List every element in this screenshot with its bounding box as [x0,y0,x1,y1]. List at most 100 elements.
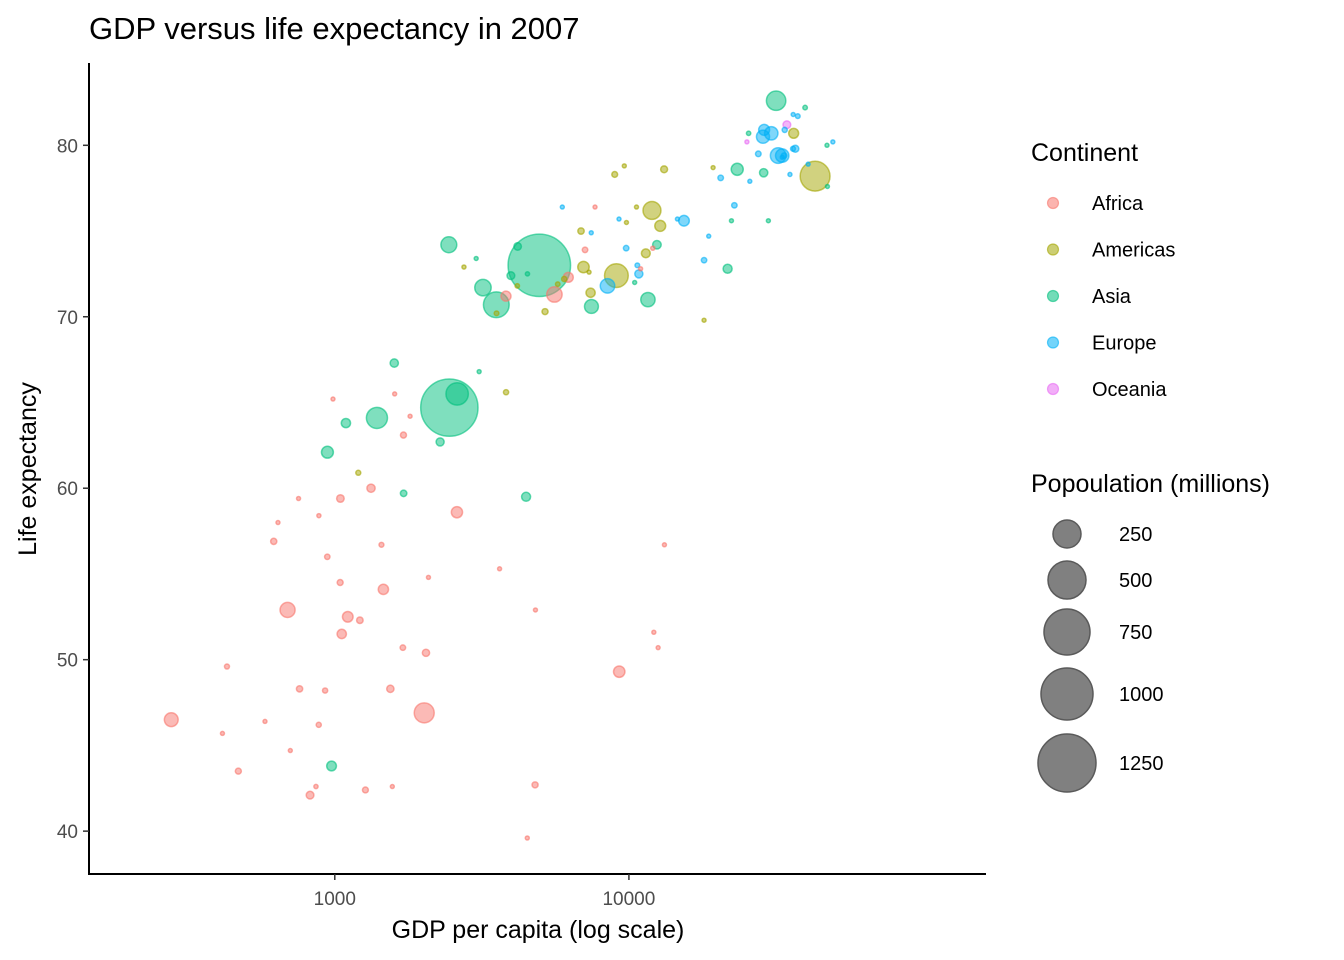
data-point-europe [622,244,630,252]
data-point-europe [705,233,712,239]
data-point-europe [717,174,725,182]
data-point-africa [545,286,563,303]
data-point-asia [513,241,523,251]
chart-title: GDP versus life expectancy in 2007 [89,11,580,46]
size-label-1000: 1000 [1119,684,1164,706]
data-point-europe [616,216,622,222]
data-point-africa [223,663,231,670]
x-ticks: 1000 10000 [314,874,655,910]
data-point-americas [621,163,628,169]
legend-key-asia [1046,289,1060,303]
legend-label-oceania: Oceania [1092,379,1167,401]
data-point-asia [435,437,445,447]
data-point-africa [279,601,296,619]
data-point-africa [399,644,407,652]
data-point-asia [389,358,400,368]
x-axis-title: GDP per capita (log scale) [392,916,685,944]
points-layer [163,90,836,841]
data-point-europe [805,161,811,167]
data-point-europe [779,154,785,161]
data-point-americas [710,164,716,171]
data-point-africa [315,721,323,729]
data-point-africa [275,519,281,526]
y-ticks: 40 50 60 70 80 [57,136,89,843]
data-point-africa [336,628,348,640]
data-point-americas [585,287,596,299]
data-point-europe [754,150,762,158]
size-key-500 [1047,560,1087,600]
data-point-oceania [744,139,750,145]
data-point-africa [316,512,322,519]
legend-label-asia: Asia [1092,286,1132,308]
data-point-africa [295,684,304,693]
data-point-europe [781,126,789,134]
data-point-asia [473,255,479,262]
data-point-africa [262,718,268,725]
legend-key-americas [1046,243,1060,256]
data-point-americas [577,227,585,235]
data-point-asia [640,291,656,308]
data-point-asia [758,167,769,178]
data-point-africa [649,245,656,252]
data-point-africa [399,431,408,439]
size-label-500: 500 [1119,570,1152,592]
data-point-africa [377,583,390,596]
data-point-americas [586,269,592,275]
size-key-1250 [1037,733,1097,793]
data-point-asia [765,90,787,112]
data-point-asia [824,142,830,149]
y-tick-label: 40 [57,822,78,843]
data-point-asia [730,162,744,177]
data-point-asia [765,217,772,224]
size-key-1000 [1040,667,1094,721]
data-point-africa [651,629,657,635]
data-point-africa [163,712,179,728]
data-point-europe [794,113,801,120]
data-point-americas [577,260,590,274]
data-point-africa [413,702,435,724]
data-point-africa [389,783,396,790]
legend-label-europe: Europe [1092,333,1157,355]
data-point-africa [234,767,243,775]
data-point-africa [421,648,431,658]
data-point-asia [476,368,482,375]
data-point-asia [365,406,389,430]
data-point-africa [496,566,503,572]
data-point-africa [355,616,364,625]
data-point-africa [581,246,589,254]
x-tick-label: 10000 [602,889,655,910]
x-tick-label: 1000 [314,889,356,910]
size-key-750 [1043,608,1091,656]
data-point-africa [219,730,226,737]
data-point-asia [722,263,733,275]
data-point-africa [385,684,395,694]
data-point-americas [355,469,362,477]
data-point-europe [674,216,681,222]
data-point-americas [640,248,651,259]
data-point-americas [787,127,800,140]
data-point-asia [524,271,531,277]
data-point-europe [634,262,641,269]
data-point-africa [305,790,315,800]
y-tick-label: 60 [57,479,78,500]
data-point-asia [399,489,408,498]
data-point-americas [502,388,510,396]
data-point-americas [799,160,831,192]
legend-label-americas: Americas [1092,240,1175,262]
data-point-africa [391,391,398,397]
y-axis-title: Life expectancy [14,382,42,556]
data-point-africa [313,783,319,790]
legend-key-oceania [1046,382,1060,396]
data-point-africa [592,204,598,210]
data-point-asia [728,217,735,224]
size-label-250: 250 [1119,524,1152,546]
data-point-americas [654,219,667,233]
data-point-asia [824,183,831,190]
data-point-africa [425,574,432,581]
data-point-americas [633,204,640,210]
data-point-americas [493,310,500,317]
data-point-asia [745,130,752,137]
legend-key-europe [1046,336,1060,349]
data-point-americas [623,219,630,226]
